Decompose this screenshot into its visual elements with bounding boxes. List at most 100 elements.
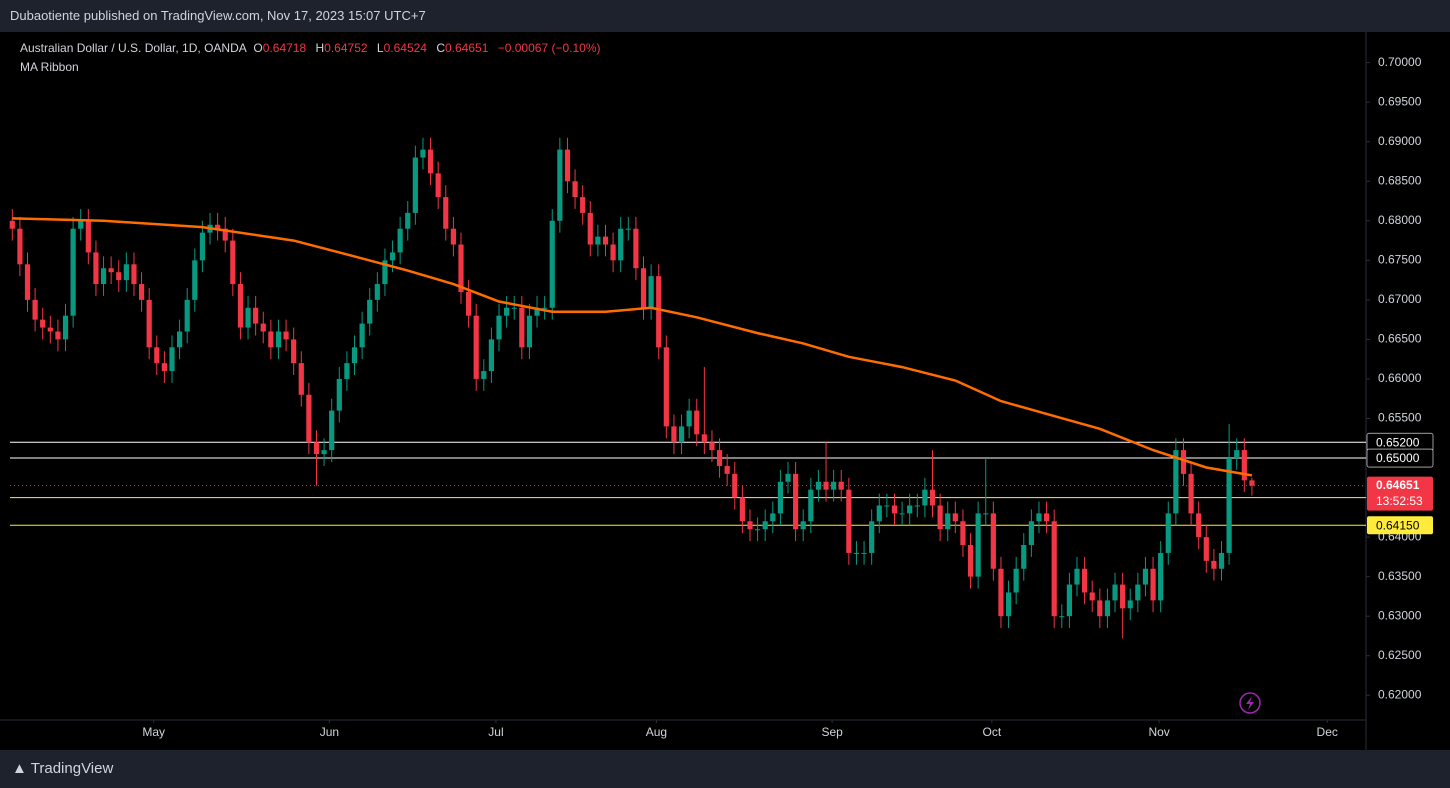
candle-body xyxy=(1036,513,1042,522)
candle-body xyxy=(17,228,23,265)
ohlc-value: 0.64524 xyxy=(383,41,427,55)
candle-body xyxy=(1158,552,1164,601)
candle-body xyxy=(1142,568,1149,585)
candle-body xyxy=(1043,513,1050,522)
candle-body xyxy=(967,545,974,577)
level-label: 0.64150 xyxy=(1376,518,1420,532)
level-label: 0.65000 xyxy=(1376,451,1420,465)
candle-body xyxy=(1082,568,1088,593)
candle-body xyxy=(1074,568,1080,585)
header-bar: Dubaotiente published on TradingView.com… xyxy=(0,0,1450,32)
candle-body xyxy=(960,521,966,546)
candle-body xyxy=(245,307,251,328)
candle-body xyxy=(291,339,297,364)
ohlc-value: 0.64752 xyxy=(324,41,368,55)
candle-body xyxy=(344,363,350,379)
candle-body xyxy=(116,272,122,281)
x-tick-label: Sep xyxy=(821,725,843,739)
y-tick-label: 0.65500 xyxy=(1378,411,1422,425)
candle-body xyxy=(253,307,259,324)
candle-body xyxy=(154,347,160,364)
candle-body xyxy=(427,149,434,174)
candle-body xyxy=(1165,513,1171,553)
candle-body xyxy=(313,442,320,455)
candle-body xyxy=(78,220,84,229)
x-tick-label: May xyxy=(142,725,165,739)
candle-body xyxy=(504,307,510,316)
candle-body xyxy=(1211,560,1217,569)
candle-body xyxy=(899,513,905,515)
candle-body xyxy=(610,244,616,261)
candle-body xyxy=(770,513,776,522)
candle-body xyxy=(1104,600,1111,617)
x-tick-label: Dec xyxy=(1317,725,1338,739)
candle-body xyxy=(1051,521,1057,617)
candle-body xyxy=(580,197,586,213)
indicator-name: MA Ribbon xyxy=(20,60,79,74)
candle-body xyxy=(853,552,860,554)
candle-body xyxy=(747,521,753,530)
footer-brand: TradingView xyxy=(30,760,114,777)
flash-icon[interactable] xyxy=(1239,692,1261,714)
level-label-box xyxy=(1367,516,1433,535)
candle-body xyxy=(572,181,578,198)
x-tick-label: Aug xyxy=(646,725,667,739)
candle-body xyxy=(519,307,525,348)
candle-body xyxy=(861,552,867,554)
candle-body xyxy=(488,339,495,372)
candle-body xyxy=(998,568,1004,617)
candle-body xyxy=(435,173,441,198)
candle-body xyxy=(199,232,206,261)
candle-body xyxy=(656,276,662,348)
candle-body xyxy=(686,410,692,427)
candle-body xyxy=(283,331,289,340)
candle-body xyxy=(777,481,784,514)
candle-body xyxy=(405,212,411,229)
candle-body xyxy=(55,331,61,340)
candles xyxy=(9,137,1255,639)
y-tick-label: 0.67500 xyxy=(1378,253,1422,267)
candle-body xyxy=(237,284,244,328)
candle-body xyxy=(1173,450,1179,514)
candle-body xyxy=(831,481,837,490)
change: −0.00067 (−0.10%) xyxy=(497,41,601,55)
candle-body xyxy=(542,307,548,309)
candle-body xyxy=(412,157,418,213)
candle-body xyxy=(93,252,99,285)
candle-body xyxy=(990,513,996,569)
candle-body xyxy=(298,363,304,395)
candle-body xyxy=(367,299,373,324)
candle-body xyxy=(161,363,167,372)
candle-body xyxy=(465,291,472,316)
last-price-label: 0.64651 xyxy=(1376,478,1420,492)
candle-body xyxy=(1135,584,1141,601)
candle-body xyxy=(70,228,76,316)
y-tick-label: 0.63000 xyxy=(1378,608,1422,622)
candle-body xyxy=(1218,552,1225,569)
candle-body xyxy=(1066,584,1072,617)
ma-line xyxy=(12,217,1253,477)
candle-body xyxy=(268,331,274,348)
candle-body xyxy=(47,327,53,332)
candle-body xyxy=(618,228,624,261)
candle-body xyxy=(481,371,487,379)
chart: 0.620000.625000.630000.635000.640000.645… xyxy=(0,32,1434,750)
ohlc-key: O xyxy=(253,41,263,55)
candle-body xyxy=(374,284,380,300)
candle-body xyxy=(40,319,46,328)
y-tick-label: 0.70000 xyxy=(1378,55,1422,69)
candle-body xyxy=(709,442,715,451)
candle-body xyxy=(169,347,175,372)
candle-body xyxy=(450,228,456,245)
candle-body xyxy=(1203,537,1209,561)
level-label-box xyxy=(1366,448,1434,468)
last-price-box xyxy=(1367,476,1433,511)
candle-body xyxy=(983,513,989,515)
level-label: 0.65200 xyxy=(1376,435,1420,449)
candle-body xyxy=(633,228,639,269)
candle-body xyxy=(138,284,145,300)
candle-body xyxy=(420,149,426,158)
candle-body xyxy=(382,260,388,285)
candle-body xyxy=(511,307,517,309)
